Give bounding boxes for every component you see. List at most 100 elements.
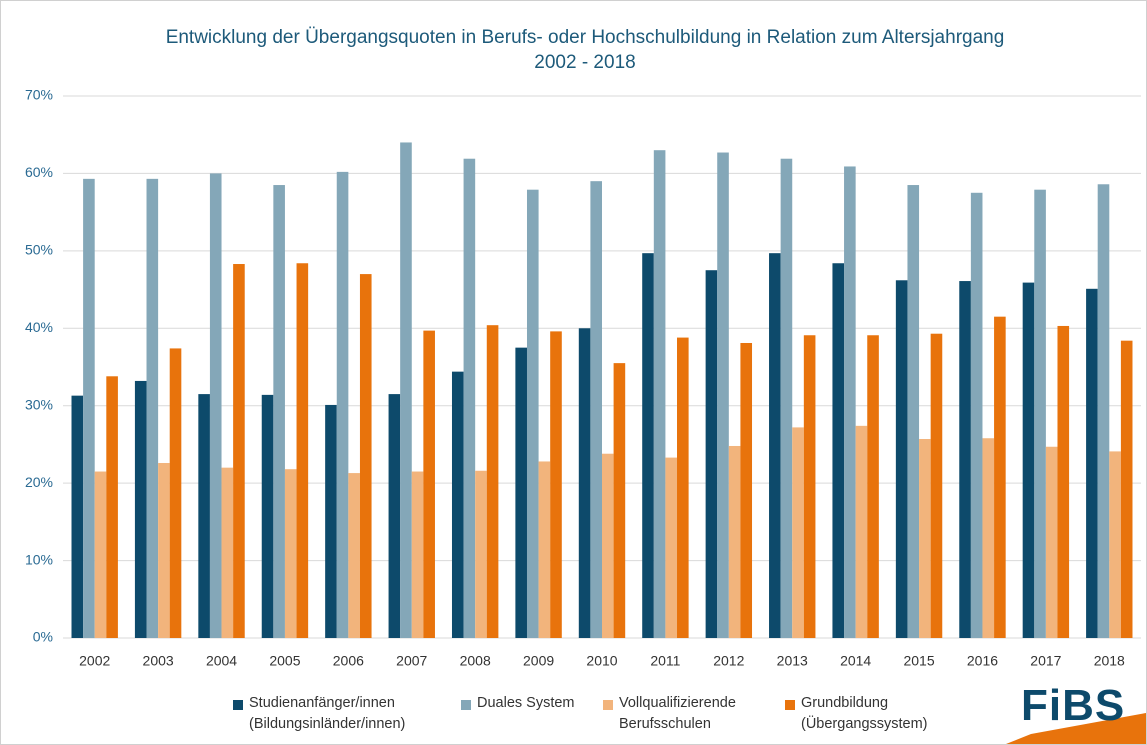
x-tick-label: 2012 — [713, 653, 744, 669]
y-tick-label: 40% — [25, 319, 53, 335]
x-tick-label: 2017 — [1030, 653, 1061, 669]
x-tick-label: 2013 — [777, 653, 808, 669]
bar — [705, 270, 718, 638]
legend-label: Vollqualifizierende Berufsschulen — [619, 695, 736, 732]
bar — [803, 335, 816, 638]
bar — [930, 333, 943, 638]
bar — [423, 330, 435, 638]
bar — [400, 142, 412, 638]
bar — [296, 263, 309, 638]
legend-swatch — [233, 700, 243, 710]
legend-label: Grundbildung (Übergangssystem) — [801, 695, 928, 732]
bar — [1022, 282, 1035, 638]
bar — [209, 173, 222, 638]
chart-title: Entwicklung der Übergangsquoten in Beruf… — [166, 27, 1005, 48]
x-tick-label: 2002 — [79, 653, 110, 669]
bar — [855, 425, 868, 638]
x-tick-label: 2011 — [650, 653, 680, 669]
bar — [792, 427, 804, 638]
x-tick-label: 2015 — [903, 653, 934, 669]
bar — [642, 253, 654, 638]
bar — [411, 471, 424, 638]
chart-subtitle: 2002 - 2018 — [534, 52, 635, 73]
bar — [284, 469, 297, 638]
bar — [907, 185, 920, 639]
x-tick-label: 2004 — [206, 653, 237, 669]
legend-swatch — [603, 700, 613, 710]
bar — [780, 158, 793, 638]
bar — [451, 371, 464, 638]
x-tick-label: 2008 — [460, 653, 491, 669]
legend-label: Studienanfänger/innen (Bildungsinländer/… — [249, 695, 406, 732]
y-tick-label: 30% — [25, 396, 53, 412]
x-tick-label: 2010 — [586, 653, 617, 669]
bar — [233, 264, 245, 638]
x-tick-label: 2003 — [143, 653, 174, 669]
bar — [994, 316, 1006, 638]
bar — [388, 394, 401, 638]
legend-swatch — [461, 700, 471, 710]
legend-swatch — [785, 700, 795, 710]
x-tick-label: 2009 — [523, 653, 554, 669]
bar — [359, 274, 372, 638]
x-tick-label: 2016 — [967, 653, 998, 669]
x-tick-label: 2014 — [840, 653, 871, 669]
bar — [1034, 189, 1046, 638]
bar — [653, 150, 666, 638]
bar — [1086, 288, 1098, 638]
logo: FiBS — [1021, 681, 1126, 730]
bar — [198, 394, 210, 638]
bar — [348, 473, 360, 638]
bar — [169, 348, 182, 638]
x-tick-label: 2006 — [333, 653, 364, 669]
bar — [613, 363, 626, 638]
bar — [475, 470, 487, 638]
bar — [959, 281, 971, 638]
bar — [665, 457, 678, 638]
bar — [94, 471, 107, 638]
bar — [895, 280, 908, 638]
bar — [538, 461, 551, 638]
bar — [970, 192, 983, 639]
bar — [463, 158, 476, 638]
y-tick-label: 60% — [25, 164, 53, 180]
bar — [134, 380, 147, 638]
bar — [740, 342, 753, 638]
bar — [919, 439, 931, 638]
bar — [844, 166, 856, 638]
bar — [769, 253, 781, 638]
bar — [590, 181, 602, 638]
bar — [261, 394, 274, 638]
bar — [273, 185, 285, 639]
bar — [83, 178, 95, 638]
bar — [486, 325, 499, 638]
bar — [1045, 446, 1058, 638]
bar — [325, 404, 337, 638]
x-tick-label: 2005 — [269, 653, 300, 669]
x-tick-label: 2007 — [396, 653, 427, 669]
bar — [71, 395, 84, 638]
bar — [550, 331, 562, 638]
y-tick-label: 70% — [25, 87, 53, 103]
bar — [1057, 325, 1070, 638]
bar — [602, 453, 614, 638]
bar — [578, 328, 591, 638]
bar — [106, 376, 118, 638]
logo-shape — [1006, 713, 1146, 744]
bar — [1109, 451, 1121, 638]
bar — [221, 467, 234, 638]
bar — [146, 178, 159, 638]
bar — [832, 263, 845, 638]
bar — [1097, 184, 1110, 639]
bar — [1120, 340, 1133, 638]
bar — [336, 171, 349, 638]
y-tick-label: 20% — [25, 474, 53, 490]
x-tick-label: 2018 — [1094, 653, 1125, 669]
bar — [526, 189, 539, 638]
y-tick-label: 10% — [25, 551, 53, 567]
legend-label: Duales System — [477, 695, 575, 711]
bar — [867, 335, 879, 638]
bar — [158, 463, 170, 638]
